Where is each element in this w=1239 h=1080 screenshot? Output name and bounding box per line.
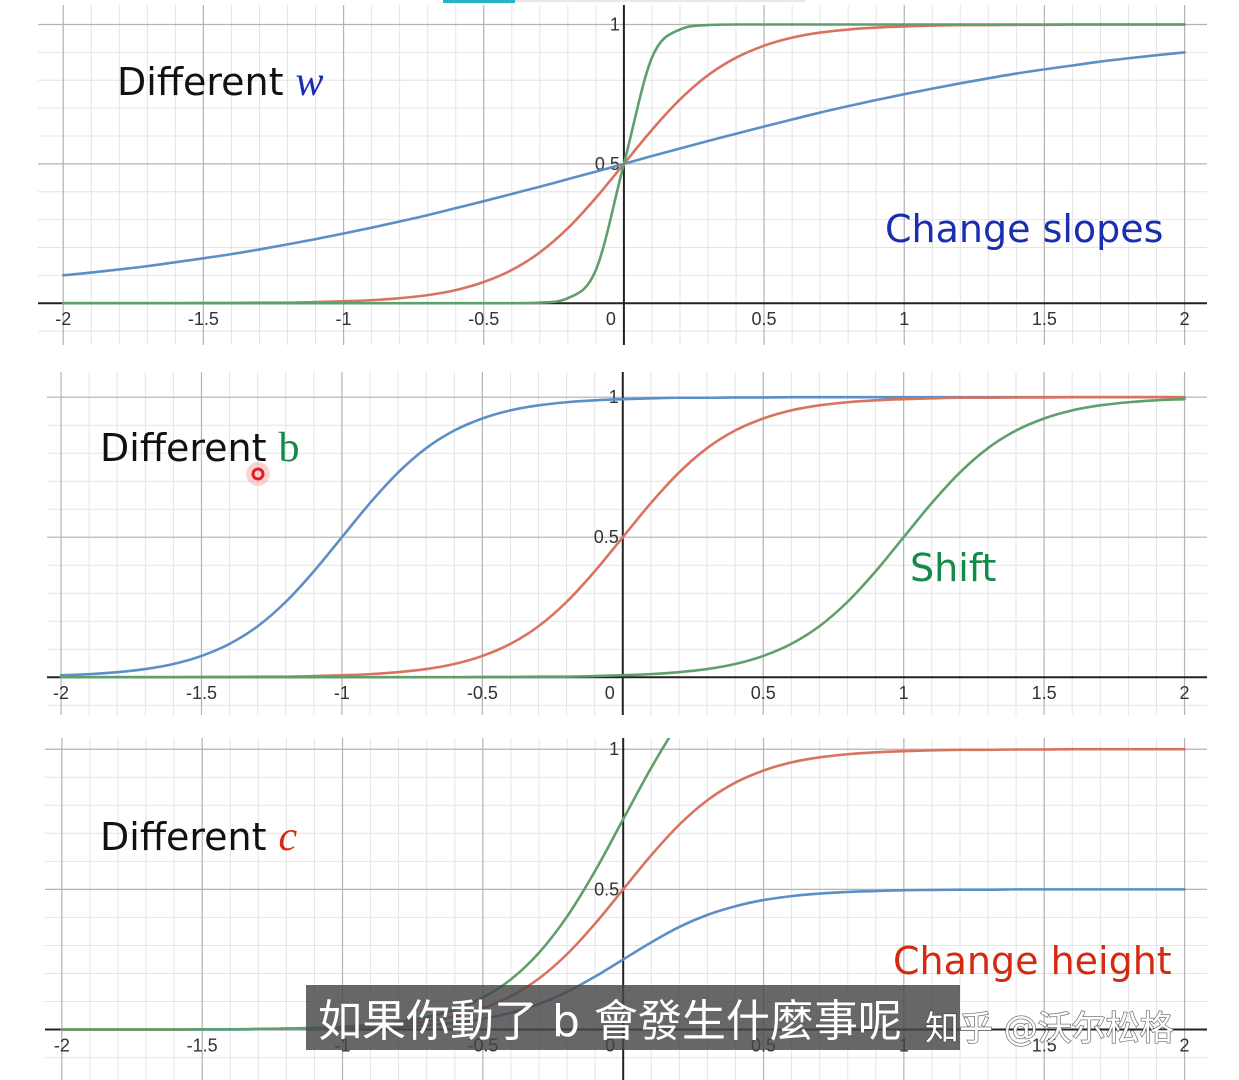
x-tick-label: 1.5 (1032, 1036, 1057, 1056)
video-progress-track (515, 0, 805, 2)
x-tick-label: 0.5 (752, 309, 777, 329)
y-tick-label: 1 (609, 387, 619, 407)
x-tick-label: 1.5 (1032, 309, 1057, 329)
y-tick-label: 1 (609, 739, 619, 759)
annotation-variable: w (296, 59, 324, 105)
annotation-title: Different b (100, 425, 300, 471)
x-tick-label: 2 (1180, 683, 1190, 703)
x-tick-label: -1 (334, 683, 350, 703)
grid (38, 5, 1207, 345)
x-tick-label: 1 (899, 683, 909, 703)
video-progress (443, 0, 515, 3)
y-tick-label: 0.5 (594, 879, 619, 899)
x-tick-label: -1 (336, 309, 352, 329)
x-tick-label: -1.5 (188, 309, 219, 329)
x-tick-label: 1.5 (1032, 683, 1057, 703)
x-tick-label: 0 (606, 309, 616, 329)
curves (60, 738, 1186, 1031)
cursor-dot (251, 467, 265, 481)
x-tick-label: -0.5 (468, 309, 499, 329)
curves (59, 395, 1186, 679)
watermark: 知乎 @沃尔松格 (925, 1009, 1174, 1049)
subtitle-box (306, 985, 960, 1050)
annotation-label: Different (117, 60, 284, 104)
chart-panel: -2 -1.5 -1 -0.5 0 0.5 1 1.5 2 0.5 1 Different b Shift (47, 372, 1207, 715)
y-tick-label: 0.5 (594, 527, 619, 547)
annotation-label: Different (100, 815, 267, 859)
x-tick-label: -1.5 (186, 683, 217, 703)
curve (60, 738, 671, 1031)
annotation-title: Different c (100, 814, 298, 860)
x-tick-label: -2 (55, 309, 71, 329)
x-tick-label: 0 (605, 683, 615, 703)
curve (61, 23, 1186, 305)
curve (59, 397, 1186, 679)
annotation-title: Different w (117, 59, 324, 105)
x-tick-label: 2 (1180, 1036, 1190, 1056)
cursor-halo (246, 462, 270, 486)
x-tick-label: -0.5 (467, 683, 498, 703)
annotation-note: Change height (893, 939, 1172, 983)
x-tick-label: -1.5 (187, 1036, 218, 1056)
x-tick-label: 2 (1180, 309, 1190, 329)
annotation-variable: b (279, 425, 300, 471)
curves (61, 23, 1186, 305)
annotation-label: Different (100, 426, 267, 470)
x-tick-label: -2 (53, 683, 69, 703)
annotation-variable: c (279, 814, 298, 860)
annotation-note: Change slopes (885, 207, 1163, 251)
x-tick-label: 1 (899, 309, 909, 329)
y-tick-label: 1 (610, 15, 620, 35)
x-tick-label: 0.5 (751, 683, 776, 703)
annotation-note: Shift (910, 546, 996, 590)
x-tick-label: -2 (54, 1036, 70, 1056)
subtitle: 如果你動了 b 會發生什麼事呢 (318, 996, 902, 1047)
